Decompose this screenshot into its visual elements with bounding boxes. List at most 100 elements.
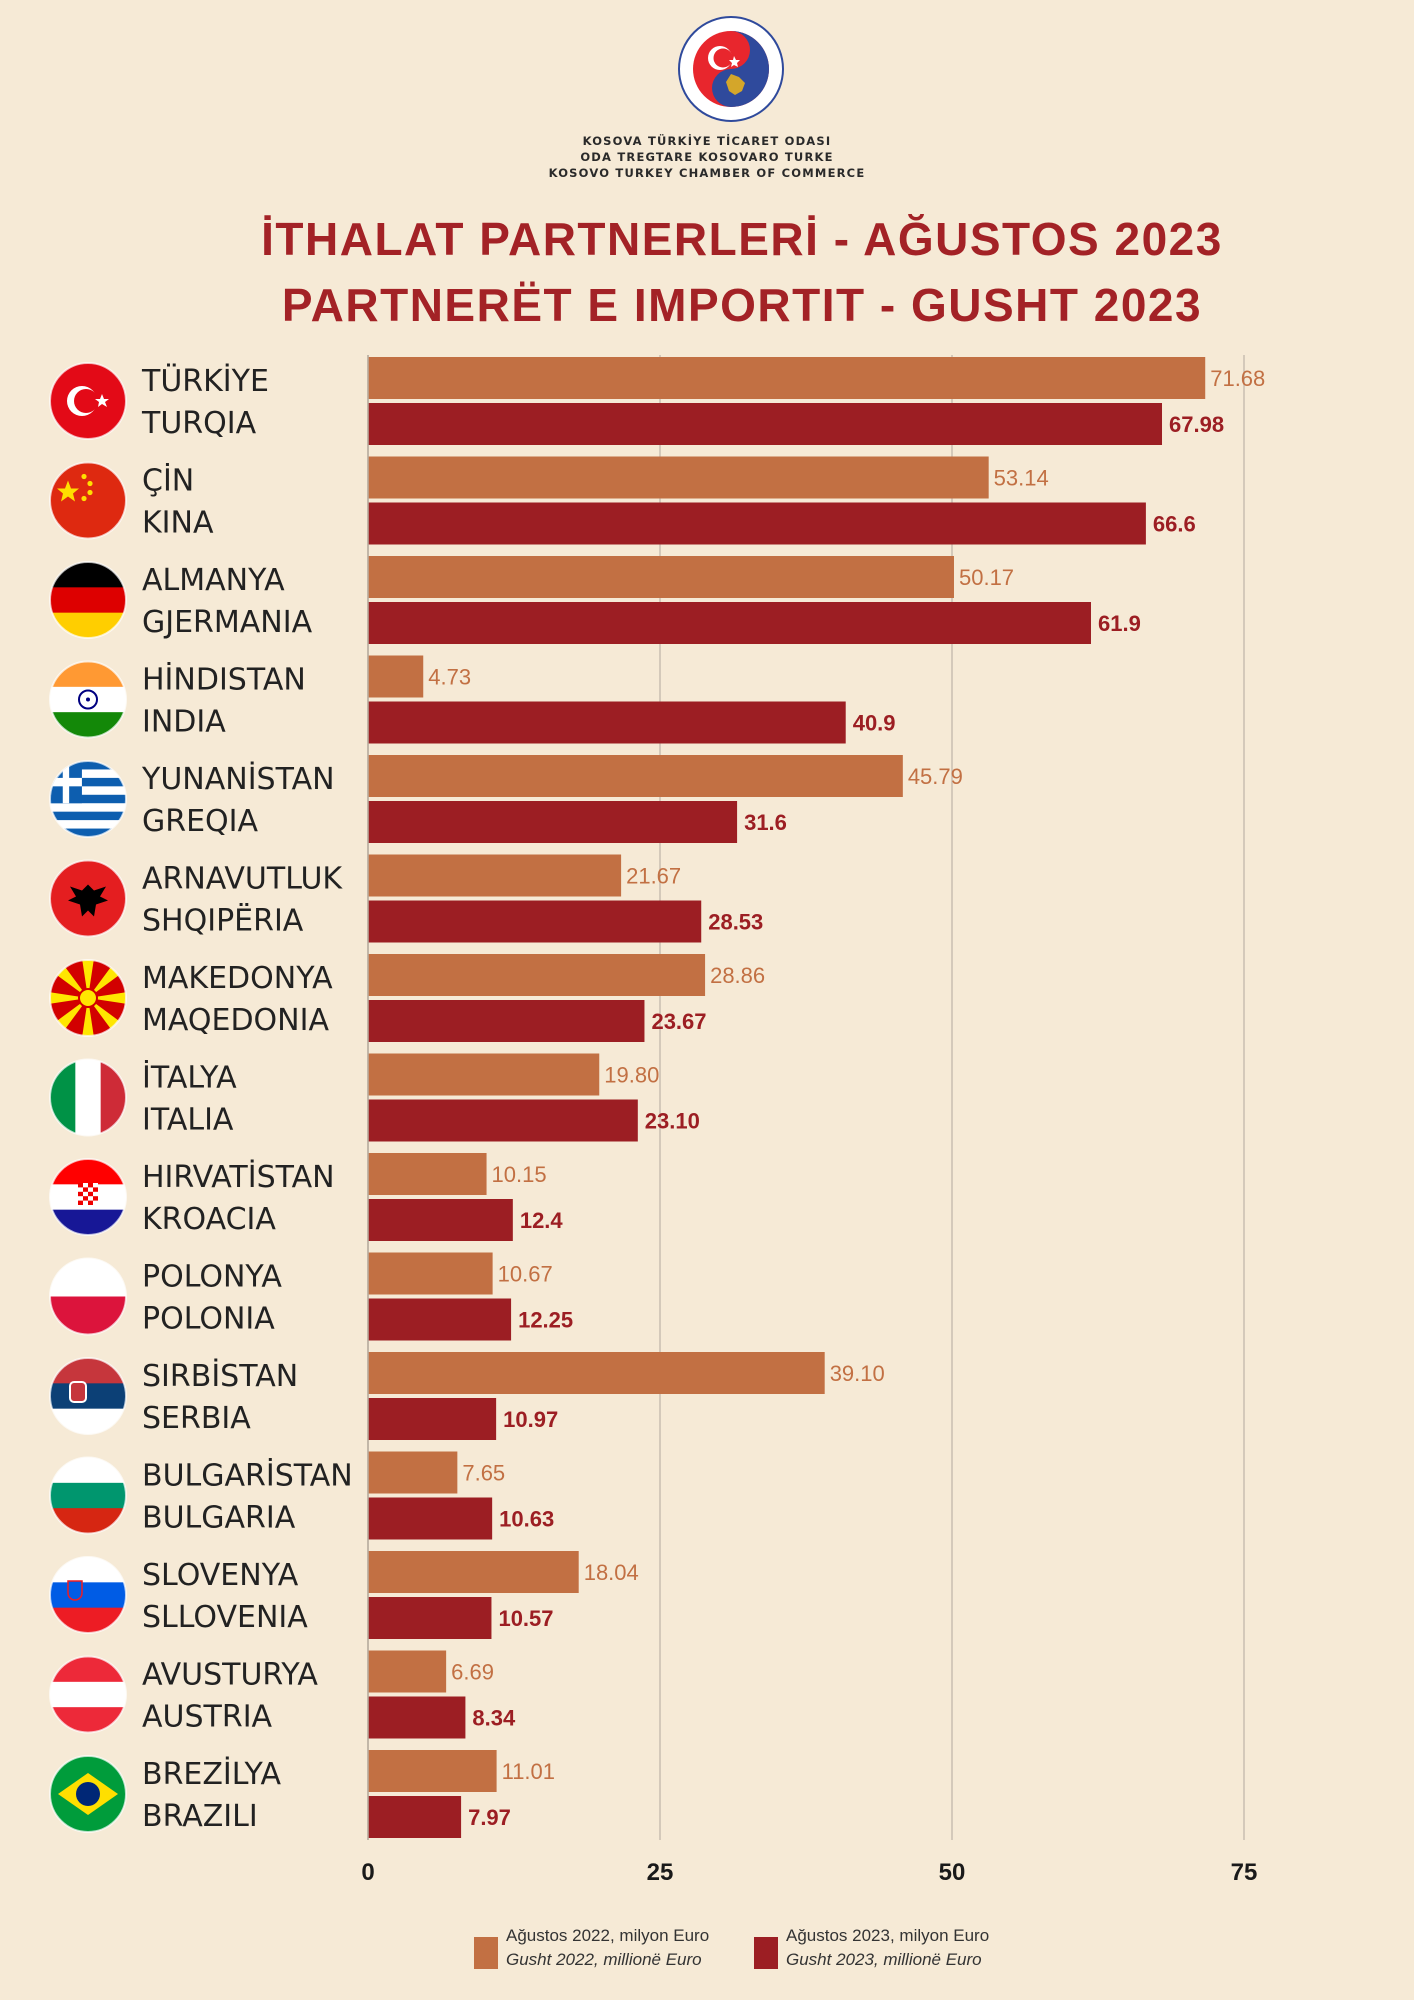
data-label-2023: 10.63 (499, 1507, 554, 1532)
country-name-turkish: ARNAVUTLUK (142, 862, 343, 897)
org-name-en: KOSOVO TURKEY CHAMBER OF COMMERCE (548, 166, 866, 180)
country-group: ALMANYA GJERMANIA 50.17 61.9 (49, 556, 1141, 644)
legend-swatch-2023 (754, 1937, 778, 1969)
bar-2023 (368, 1796, 462, 1838)
bar-2023 (368, 701, 846, 744)
bar-2023 (368, 403, 1163, 445)
legend-item-2022: Ağustos 2022, milyon Euro Gusht 2022, mi… (474, 1924, 709, 1972)
data-label-2023: 61.9 (1098, 611, 1141, 636)
bar-2022 (368, 556, 954, 598)
data-label-2022: 10.15 (492, 1162, 547, 1187)
data-label-2022: 39.10 (830, 1361, 885, 1386)
bar-2023 (368, 801, 738, 843)
country-name-albanian: INDIA (142, 705, 226, 740)
bar-2022 (368, 1252, 493, 1295)
bulgaria-flag-icon (49, 1456, 127, 1535)
bar-2022 (368, 1650, 447, 1693)
data-label-2022: 50.17 (959, 565, 1014, 590)
x-tick-label: 50 (939, 1859, 966, 1886)
bar-2023 (368, 1398, 497, 1440)
country-name-turkish: HİNDISTAN (142, 662, 306, 698)
x-tick-label: 75 (1231, 1859, 1258, 1886)
legend-label-2022-sq: Gusht 2022, millionë Euro (506, 1950, 702, 1969)
country-group: HİNDISTAN INDIA 4.73 40.9 (49, 655, 896, 744)
macedonia-flag-icon (49, 959, 127, 1037)
data-label-2023: 12.25 (518, 1308, 573, 1333)
org-name-sq: ODA TREGTARE KOSOVARO TURKE (580, 150, 834, 164)
brazil-flag-icon (49, 1755, 127, 1833)
bar-2023 (368, 602, 1091, 644)
data-label-2023: 40.9 (853, 711, 896, 736)
croatia-flag-icon (49, 1158, 127, 1236)
country-name-albanian: KROACIA (142, 1202, 276, 1237)
bar-2022 (368, 357, 1206, 399)
data-label-2022: 45.79 (908, 764, 963, 789)
data-label-2022: 4.73 (428, 665, 471, 690)
bar-2022 (368, 1352, 825, 1394)
bar-2022 (368, 1551, 579, 1593)
country-name-albanian: SHQIPËRIA (142, 903, 304, 939)
country-name-albanian: BRAZILI (142, 1799, 258, 1834)
x-tick-label: 0 (361, 1859, 374, 1886)
country-group: ÇİN KINA 53.14 66.6 (49, 456, 1196, 545)
data-label-2023: 31.6 (744, 810, 787, 835)
data-label-2023: 28.53 (708, 910, 763, 935)
poland-flag-icon (49, 1257, 127, 1336)
china-flag-icon (49, 461, 127, 540)
bar-2023 (368, 1099, 638, 1142)
bar-2023 (368, 1696, 466, 1739)
country-group: SIRBİSTAN SERBIA 39.10 10.97 (49, 1352, 885, 1440)
country-group: TÜRKİYE TURQIA 71.68 67.98 (49, 357, 1265, 445)
bar-2022 (368, 854, 622, 897)
legend-swatch-2022 (474, 1937, 498, 1969)
country-name-turkish: ALMANYA (142, 563, 285, 598)
data-label-2023: 7.97 (468, 1805, 511, 1830)
legend-item-2023: Ağustos 2023, milyon Euro Gusht 2023, mi… (754, 1924, 989, 1972)
data-label-2023: 23.67 (651, 1009, 706, 1034)
italy-flag-icon (49, 1058, 127, 1137)
country-name-turkish: TÜRKİYE (141, 363, 269, 399)
country-name-turkish: YUNANİSTAN (141, 761, 335, 797)
albania-flag-icon (49, 859, 127, 938)
country-name-albanian: SLLOVENIA (142, 1600, 308, 1635)
country-group: POLONYA POLONIA 10.67 12.25 (49, 1252, 573, 1341)
country-group: ARNAVUTLUK SHQIPËRIA 21.67 28.53 (49, 854, 763, 943)
bar-2022 (368, 1153, 487, 1195)
bar-2023 (368, 900, 702, 943)
legend-label-2023-sq: Gusht 2023, millionë Euro (786, 1950, 982, 1969)
country-name-albanian: ITALIA (142, 1103, 234, 1138)
data-label-2022: 18.04 (584, 1560, 639, 1585)
bar-2022 (368, 1451, 458, 1494)
country-name-turkish: ÇİN (142, 463, 194, 499)
data-label-2023: 10.97 (503, 1407, 558, 1432)
data-label-2022: 28.86 (710, 963, 765, 988)
country-group: AVUSTURYA AUSTRIA 6.69 8.34 (49, 1650, 516, 1739)
country-name-albanian: SERBIA (142, 1401, 251, 1436)
data-label-2023: 66.6 (1153, 512, 1196, 537)
country-group: HIRVATİSTAN KROACIA 10.15 12.4 (49, 1153, 564, 1241)
country-name-albanian: TURQIA (141, 406, 257, 441)
country-name-albanian: GREQIA (142, 804, 259, 839)
data-label-2022: 21.67 (626, 864, 681, 889)
country-name-albanian: BULGARIA (142, 1501, 296, 1536)
india-flag-icon (49, 660, 127, 739)
data-label-2022: 71.68 (1210, 366, 1265, 391)
germany-flag-icon (49, 561, 127, 639)
data-label-2023: 8.34 (472, 1706, 516, 1731)
bar-2022 (368, 755, 903, 797)
country-name-albanian: GJERMANIA (142, 605, 313, 640)
data-label-2022: 6.69 (451, 1660, 494, 1685)
title-turkish: İTHALAT PARTNERLERİ - AĞUSTOS 2023 (261, 213, 1223, 265)
country-name-turkish: AVUSTURYA (142, 1658, 318, 1693)
country-name-turkish: POLONYA (142, 1260, 282, 1295)
greece-flag-icon (49, 760, 127, 838)
country-group: BULGARİSTAN BULGARIA 7.65 10.63 (49, 1451, 554, 1540)
bar-2023 (368, 502, 1146, 545)
serbia-flag-icon (49, 1357, 127, 1435)
bar-2022 (368, 954, 706, 996)
data-label-2022: 7.65 (462, 1461, 505, 1486)
legend-label-2022-tr: Ağustos 2022, milyon Euro (506, 1926, 710, 1945)
data-label-2023: 12.4 (520, 1208, 564, 1233)
